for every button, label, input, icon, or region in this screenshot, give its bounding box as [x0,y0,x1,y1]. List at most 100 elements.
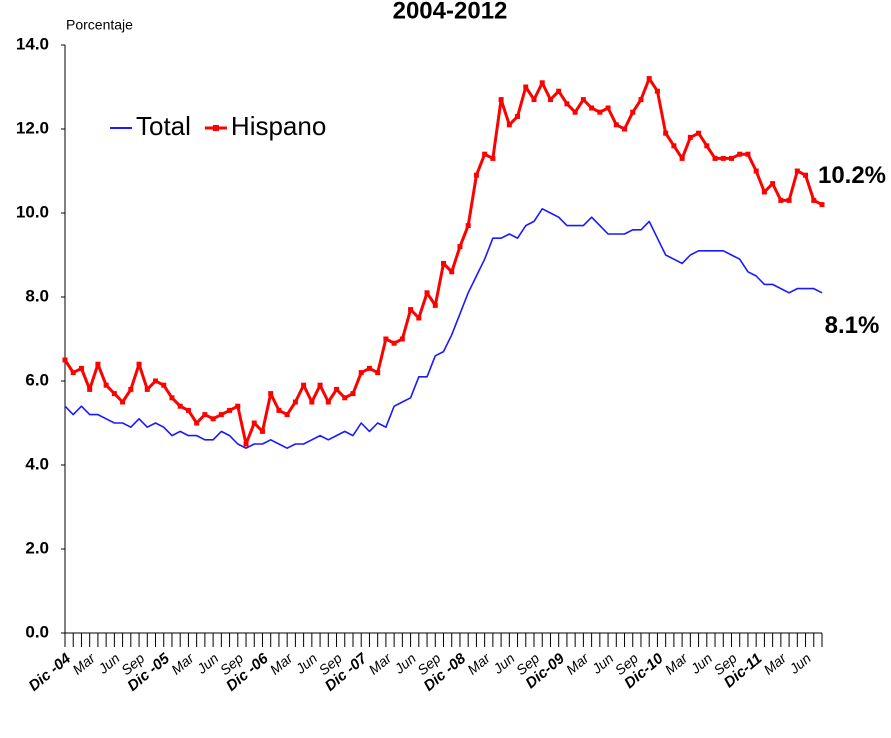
series-marker [547,97,553,103]
series-marker [408,307,414,313]
series-marker [78,365,84,371]
series-marker [161,382,167,388]
series-marker [539,80,545,86]
series-marker [465,223,471,229]
legend-label: Hispano [231,111,326,141]
series-marker [292,399,298,405]
value-label: 10.2% [818,162,886,189]
x-tick-label: Jun [588,650,617,678]
series-marker [613,122,619,128]
series-marker [317,382,323,388]
series-marker [687,134,693,140]
y-axis-label: Porcentaje [66,17,133,33]
series-marker [498,97,504,103]
series-marker [276,407,282,413]
series-marker [399,336,405,342]
series-marker [794,168,800,174]
x-tick-label: Jun [94,650,123,678]
series-marker [128,386,134,392]
series-marker [473,172,479,178]
series-marker [696,130,702,136]
series-marker [153,378,159,384]
series-marker [194,420,200,426]
series-marker [737,151,743,157]
series-marker [712,155,718,161]
series-marker [803,172,809,178]
series-marker [358,370,364,376]
series-marker [556,88,562,94]
series-marker [761,189,767,195]
series-marker [185,407,191,413]
series-marker [325,399,331,405]
series-marker [227,407,233,413]
series-marker [704,143,710,149]
series-marker [679,155,685,161]
y-tick-label: 14.0 [16,34,49,53]
series-marker [622,126,628,132]
series-marker [745,151,751,157]
series-marker [103,382,109,388]
series-marker [391,340,397,346]
series-marker [350,391,356,397]
series-marker [235,403,241,409]
y-tick-label: 4.0 [25,454,49,473]
x-tick-label: Jun [391,650,420,678]
x-tick-label: Dic -04 [26,650,75,695]
series-marker [638,97,644,103]
y-tick-label: 12.0 [16,118,49,137]
series-marker [786,197,792,203]
series-marker [169,395,175,401]
series-marker [62,357,68,363]
x-tick-label: Mar [662,649,692,678]
x-tick-label: Mar [365,649,395,678]
series-marker [95,361,101,367]
x-tick-label: Jun [193,650,222,678]
y-tick-label: 8.0 [25,286,49,305]
x-tick-label: Mar [168,649,198,678]
legend-marker [212,125,219,131]
x-tick-label: Mar [267,649,297,678]
x-tick-label: Mar [760,649,790,678]
x-tick-label: Jun [786,650,815,678]
series-marker [819,202,825,208]
series-marker [449,269,455,275]
series-marker [654,88,660,94]
series-marker [210,416,216,422]
series-marker [457,244,463,250]
series-marker [811,197,817,203]
y-tick-label: 2.0 [25,538,49,557]
series-marker [120,399,126,405]
series-marker [720,155,726,161]
series-marker [671,143,677,149]
series-marker [589,105,595,111]
series-marker [506,122,512,128]
series-marker [490,155,496,161]
series-marker [646,76,652,82]
series-marker [301,382,307,388]
x-tick-label: Jun [687,650,716,678]
series-marker [728,155,734,161]
series-marker [111,391,117,397]
series-marker [202,412,208,418]
legend-label: Total [136,111,191,141]
x-tick-label: Mar [69,649,99,678]
series-marker [375,370,381,376]
series-marker [383,336,389,342]
series-marker [334,386,340,392]
series-marker [482,151,488,157]
series-marker [70,370,76,376]
x-tick-label: Jun [489,650,518,678]
series-marker [441,260,446,266]
series-marker [663,130,669,136]
series-marker [87,386,93,392]
x-tick-label: Mar [563,649,593,678]
series-marker [136,361,142,367]
series-marker [416,315,422,321]
series-marker [515,113,521,119]
series-marker [572,109,578,115]
x-tick-label: Jun [292,650,321,678]
series-marker [580,97,586,103]
series-marker [523,84,529,90]
